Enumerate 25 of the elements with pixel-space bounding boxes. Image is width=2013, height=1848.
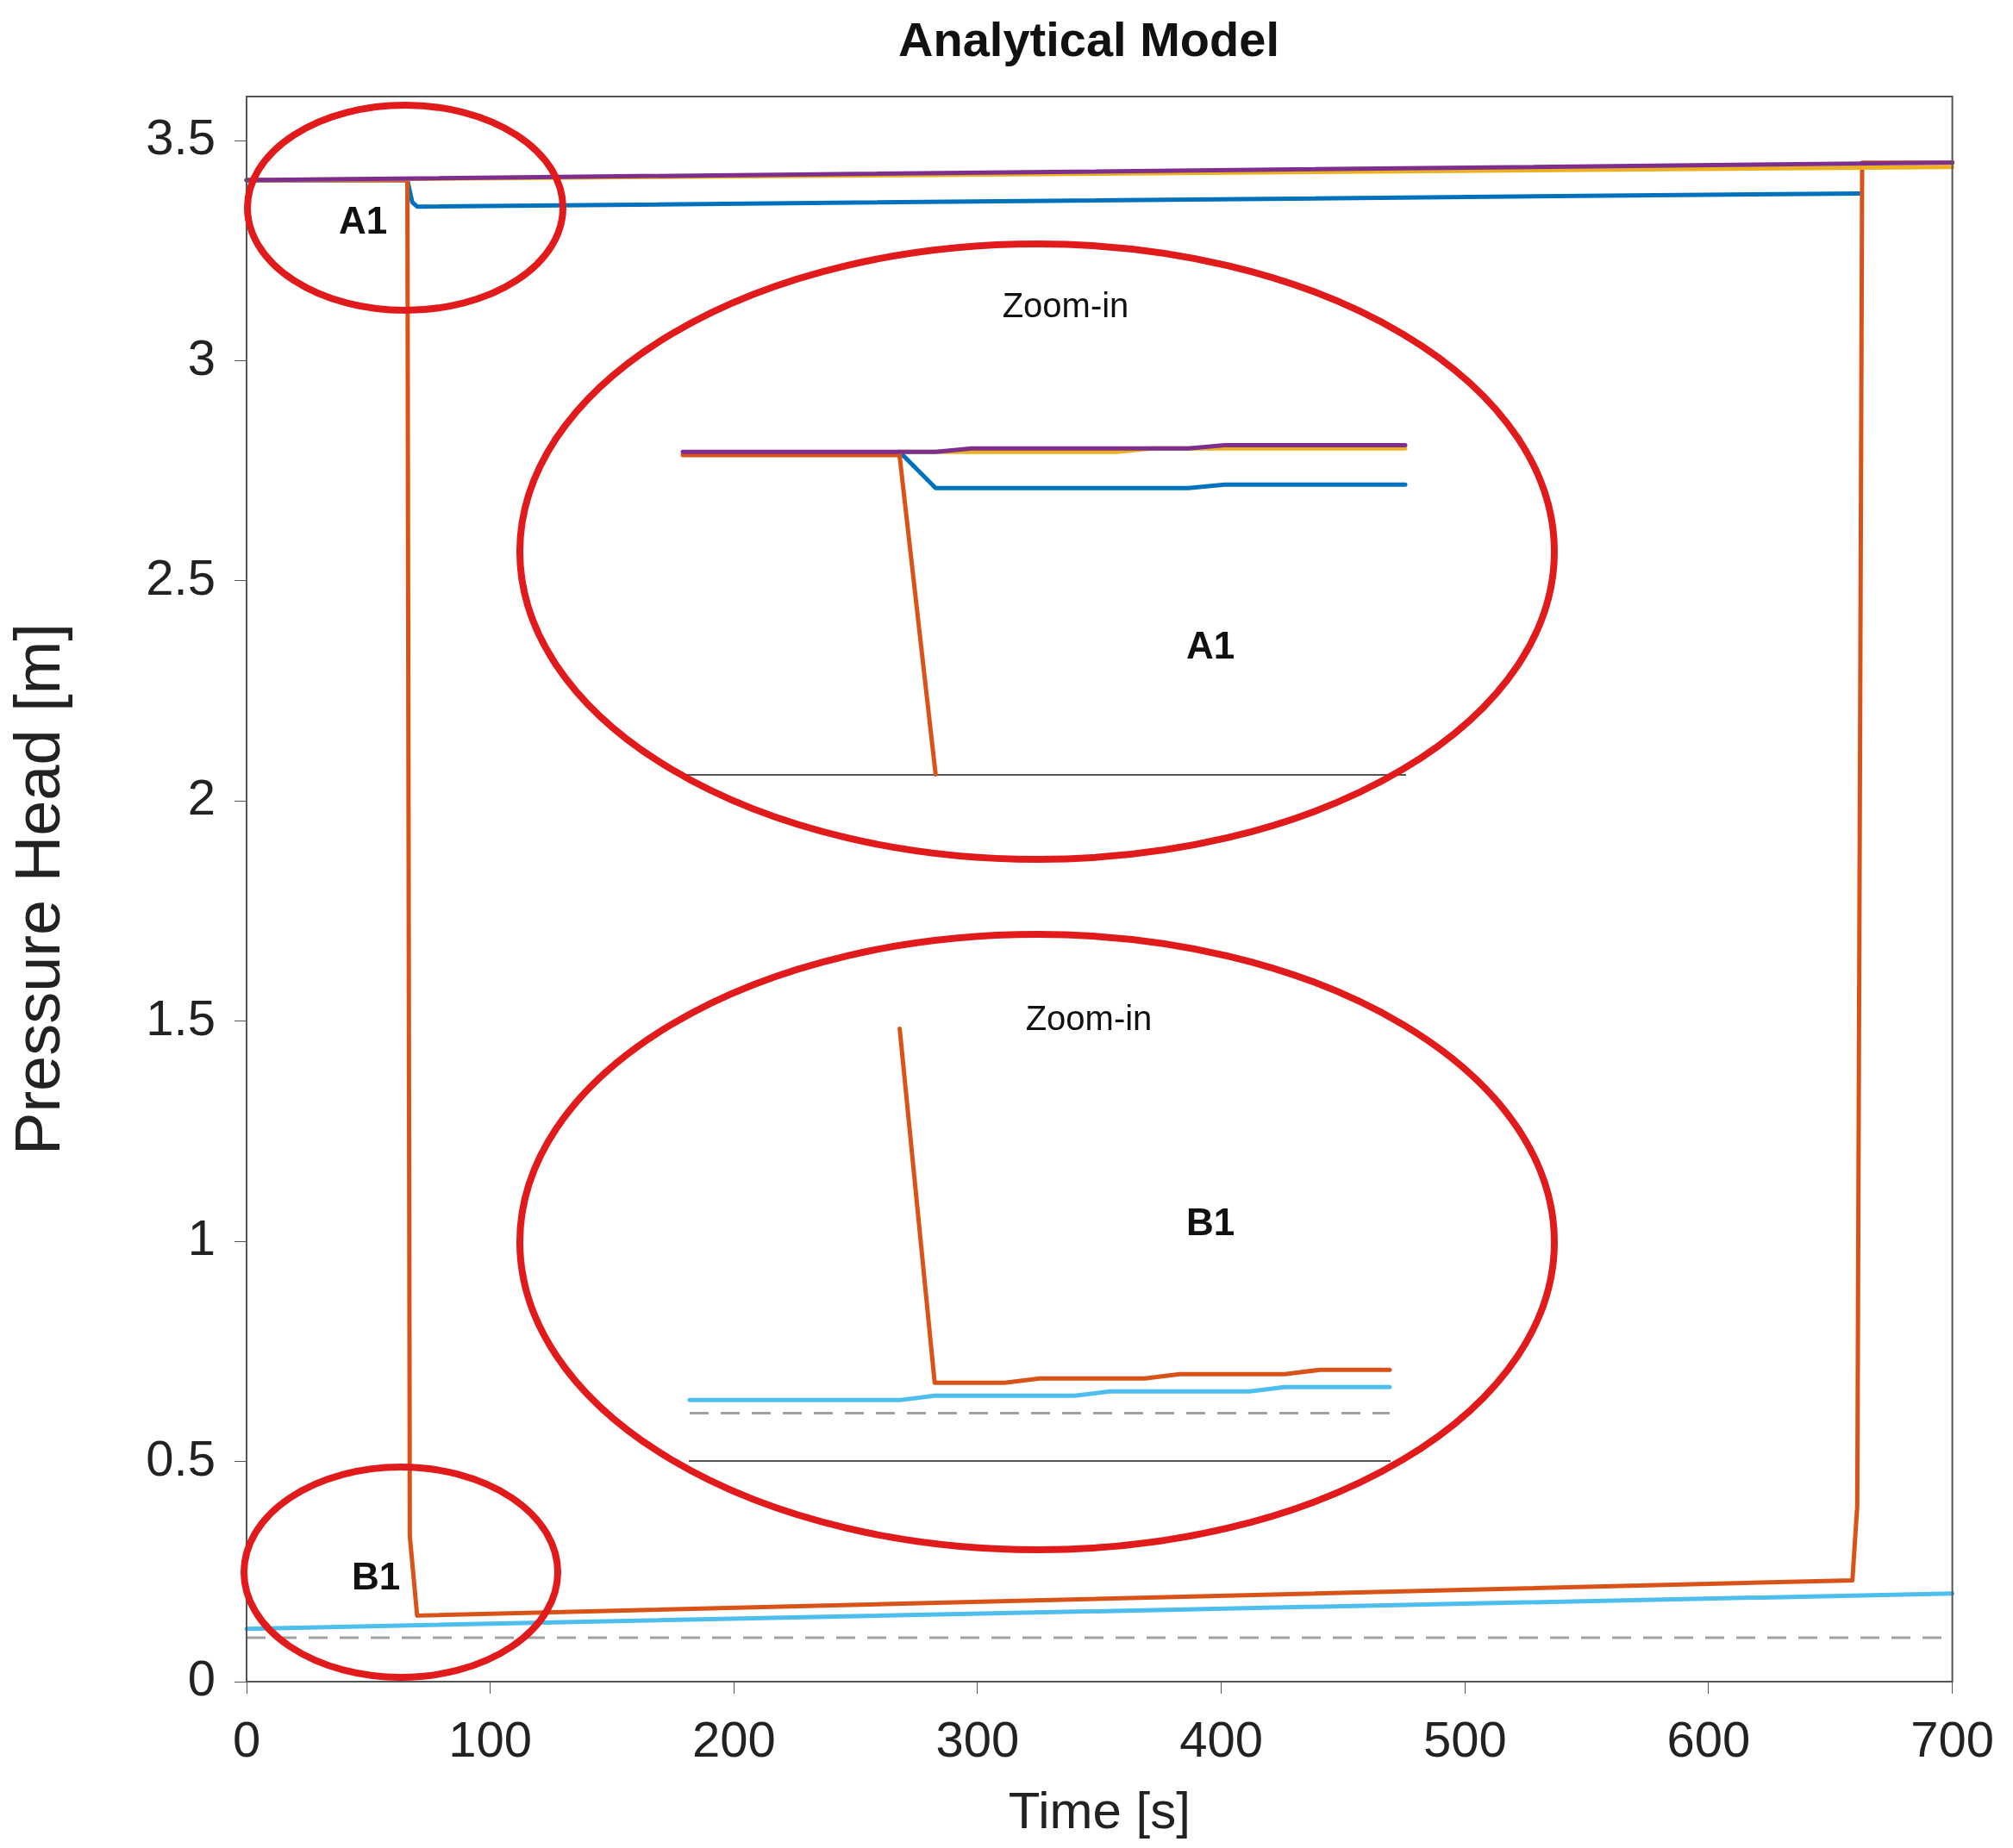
- x-tick-label: 400: [1179, 1710, 1264, 1767]
- x-tick-label: 500: [1422, 1710, 1507, 1767]
- y-tick-label: 1.5: [146, 989, 216, 1046]
- x-axis-title: Time [s]: [1008, 1781, 1191, 1839]
- annotation: A1: [338, 199, 388, 242]
- chart-title: Zoom-in: [1002, 285, 1129, 325]
- x-tick-label: 300: [935, 1710, 1020, 1767]
- y-tick-label: 3.5: [146, 109, 216, 165]
- annotation: B1: [1185, 1201, 1235, 1244]
- chart-title: Zoom-in: [1025, 998, 1153, 1038]
- x-tick-label: 100: [448, 1710, 533, 1767]
- y-tick-label: 0: [187, 1650, 216, 1706]
- y-tick-label: 1: [187, 1209, 216, 1266]
- chart-title: Analytical Model: [898, 10, 1279, 67]
- x-tick-label: 200: [691, 1710, 776, 1767]
- x-tick-label: 0: [232, 1710, 261, 1767]
- x-tick-label: 600: [1666, 1710, 1751, 1767]
- annotation: B1: [351, 1555, 401, 1598]
- y-tick-label: 2: [187, 769, 216, 826]
- y-axis-title: Pressure Head [m]: [1, 623, 73, 1155]
- annotation: A1: [1185, 624, 1235, 667]
- x-tick-label: 700: [1910, 1710, 1995, 1767]
- y-tick-label: 3: [187, 328, 216, 385]
- y-tick-label: 2.5: [146, 548, 216, 605]
- y-tick-label: 0.5: [146, 1429, 216, 1486]
